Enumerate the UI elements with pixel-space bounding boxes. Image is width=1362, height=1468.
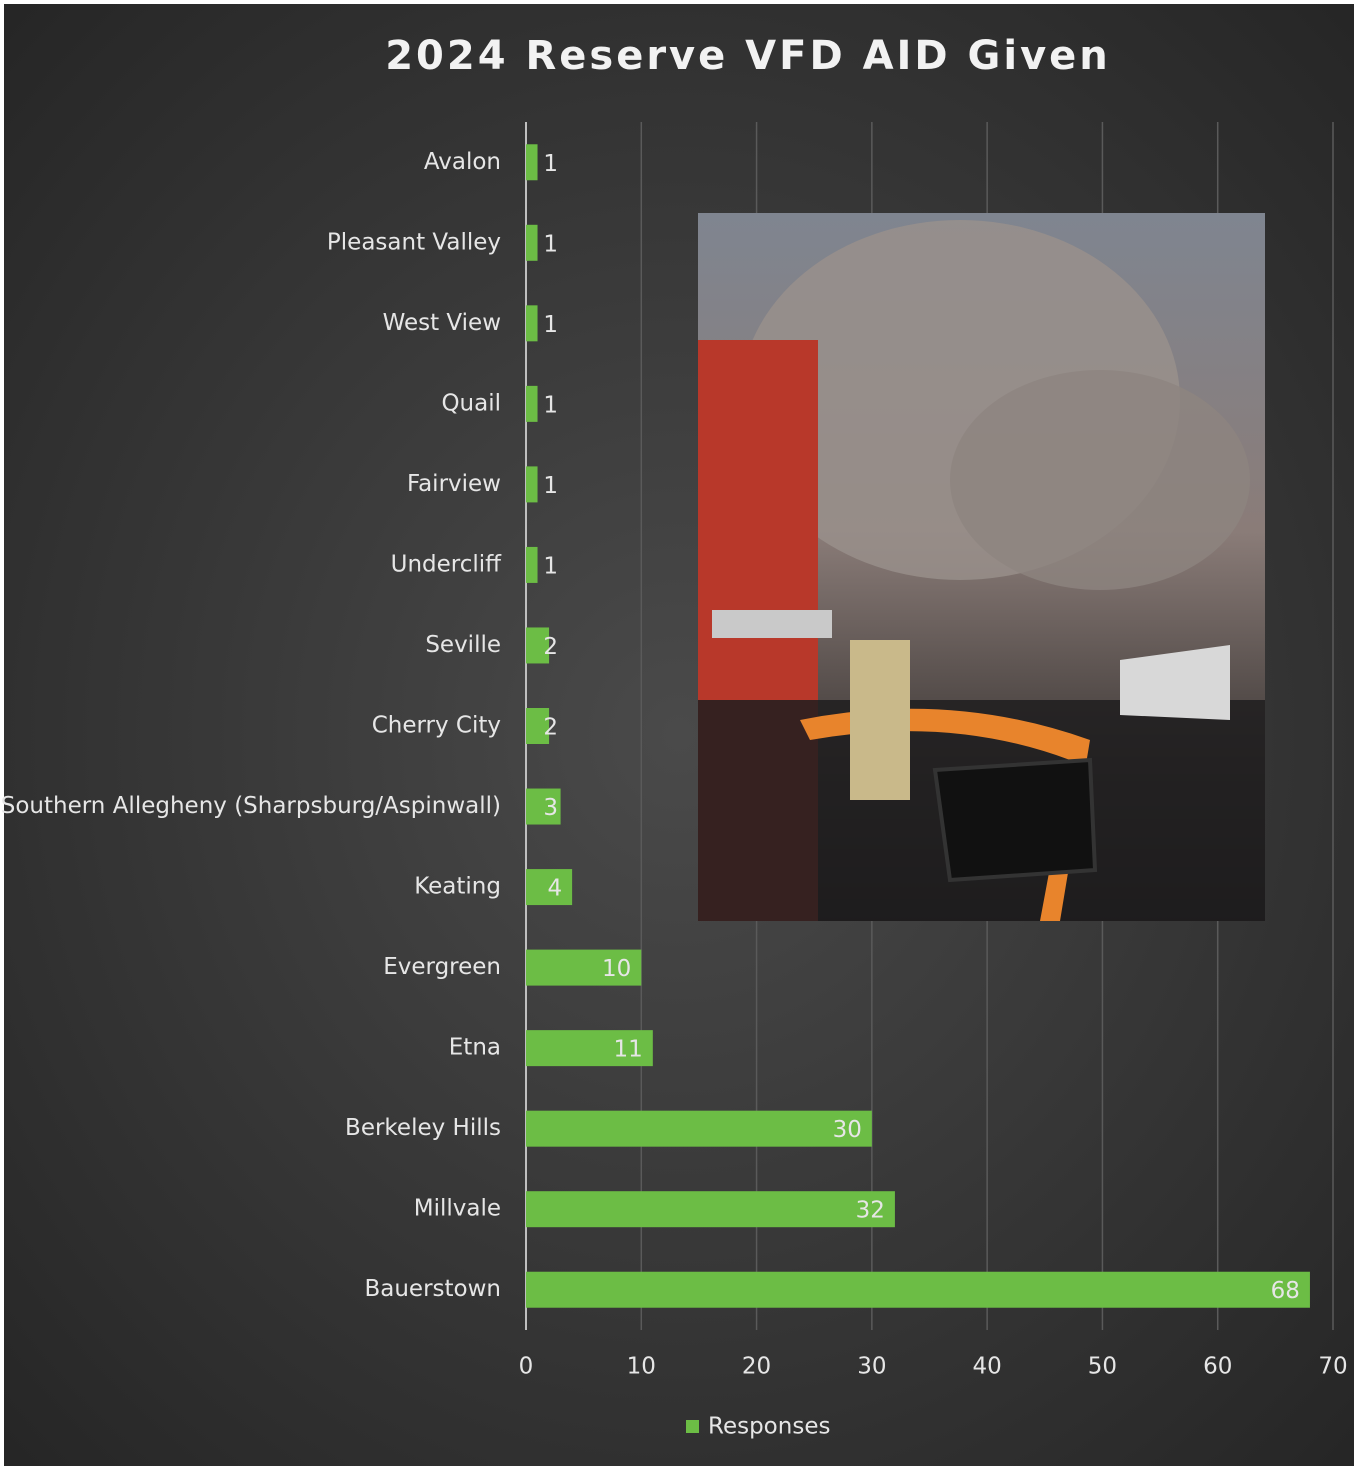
y-tick-label: Berkeley Hills: [345, 1115, 501, 1141]
data-label: 1: [543, 392, 558, 418]
bar: [526, 305, 538, 342]
chart-title: 2024 Reserve VFD AID Given: [385, 33, 1111, 79]
data-label: 32: [856, 1198, 885, 1224]
y-tick-label: Avalon: [424, 149, 501, 175]
y-tick-label: West View: [383, 310, 501, 336]
x-tick-label: 20: [742, 1354, 771, 1380]
bar: [526, 869, 573, 906]
y-tick-label: Bauerstown: [364, 1276, 501, 1302]
x-tick-label: 10: [627, 1354, 656, 1380]
bar: [526, 627, 550, 664]
y-tick-label: Etna: [449, 1035, 501, 1061]
y-tick-label: Undercliff: [391, 551, 503, 577]
bar: [526, 224, 538, 261]
data-label: 68: [1271, 1278, 1300, 1304]
bar: [526, 546, 538, 583]
bar: [526, 708, 550, 744]
y-tick-label: Southern Allegheny (Sharpsburg/Aspinwall…: [1, 793, 501, 819]
bar: [526, 949, 642, 986]
bar: [526, 144, 538, 181]
plot-area: 0 10 20 30 40 50 60 70 Avalon Pleasant Valley West…: [1, 122, 1348, 1440]
data-label: 1: [543, 553, 558, 579]
y-tick-label: Quail: [441, 390, 501, 416]
x-tick-label: 40: [973, 1354, 1002, 1380]
bar: [526, 1191, 895, 1228]
data-label: 4: [547, 876, 562, 902]
data-label: 3: [543, 795, 558, 821]
data-label: 2: [543, 634, 558, 660]
y-tick-label: Millvale: [414, 1196, 501, 1222]
y-tick-label: Pleasant Valley: [327, 229, 501, 255]
data-label: 1: [543, 473, 558, 499]
bar: [526, 1271, 1310, 1308]
y-tick-label: Cherry City: [372, 713, 501, 739]
y-tick-label: Keating: [414, 874, 501, 900]
bar: [526, 788, 561, 825]
y-tick-label: Fairview: [407, 471, 501, 497]
legend-swatch: [686, 1420, 699, 1433]
bar: [526, 385, 538, 422]
y-tick-label: Evergreen: [383, 954, 501, 980]
x-tick-label: 0: [519, 1354, 534, 1380]
data-label: 1: [543, 151, 558, 177]
legend-label: Responses: [708, 1414, 830, 1440]
data-label: 11: [614, 1037, 643, 1063]
x-tick-label: 60: [1203, 1354, 1232, 1380]
data-label: 2: [543, 715, 558, 741]
data-label: 10: [602, 956, 631, 982]
y-tick-label: Seville: [425, 632, 501, 658]
bar: [526, 1030, 653, 1067]
data-label: 1: [543, 312, 558, 338]
x-tick-label: 30: [857, 1354, 886, 1380]
photo: [698, 213, 1265, 921]
bar: [526, 1110, 872, 1147]
x-tick-label: 50: [1088, 1354, 1117, 1380]
data-label: 1: [543, 231, 558, 257]
bar: [526, 466, 538, 503]
data-label: 30: [833, 1117, 862, 1143]
x-tick-label: 70: [1318, 1354, 1347, 1380]
